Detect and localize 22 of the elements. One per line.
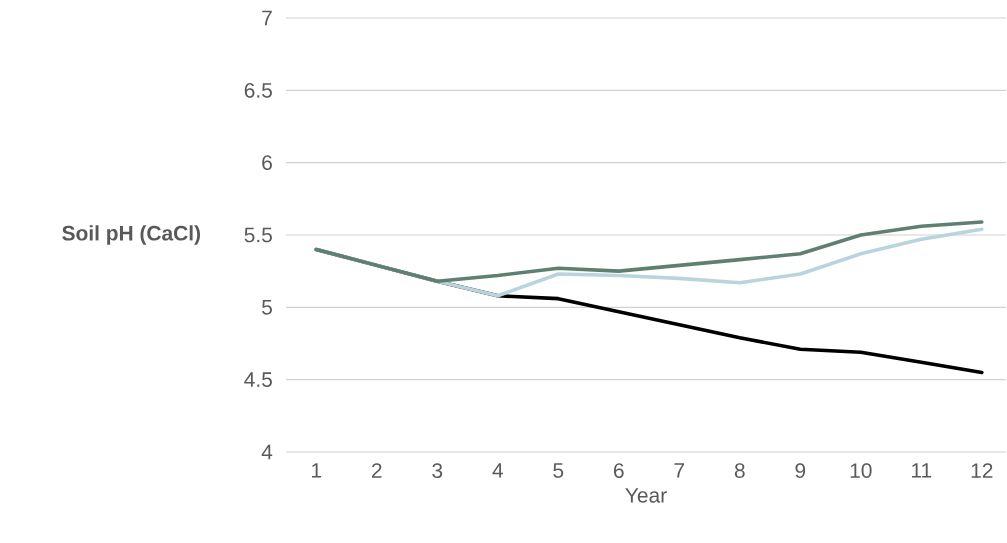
x-tick-label: 9 [795,463,806,478]
line-series [314,220,984,284]
x-tick-label: 7 [674,463,685,478]
x-axis-title: Year [625,488,667,503]
x-tick-label: 5 [553,463,564,478]
x-tick-label: 10 [850,463,872,478]
y-tick-label: 7 [262,10,272,26]
y-tick-label: 5.5 [244,227,272,243]
x-tick-label: 2 [371,463,382,478]
y-tick-label: 4.5 [244,372,272,387]
y-axis-title: Soil pH (CaCl) [62,225,201,245]
x-tick-label: 11 [912,463,932,478]
y-tick-label: 5 [262,300,272,315]
x-tick-label: 1 [312,463,322,478]
x-tick-label: 8 [734,463,745,478]
y-tick-label: 6.5 [244,82,272,98]
y-tick-label: 6 [262,155,272,171]
x-tick-label: 12 [971,463,993,478]
x-tick-label: 4 [492,463,503,478]
y-tick-label: 4 [261,444,273,460]
x-tick-label: 3 [432,463,443,478]
x-tick-label: 6 [614,463,624,478]
